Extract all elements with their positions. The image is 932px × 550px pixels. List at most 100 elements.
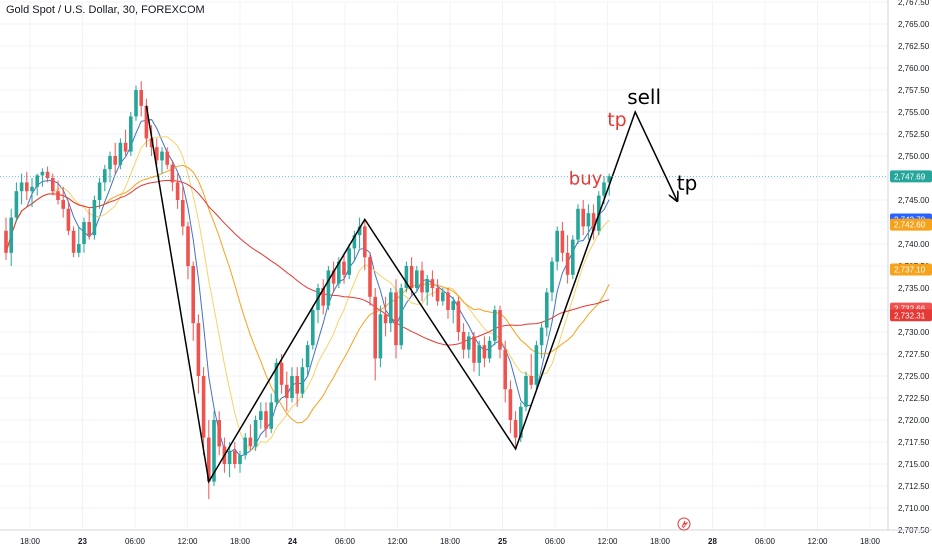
candle (446, 288, 450, 319)
candle-body (201, 376, 206, 438)
candle (373, 288, 377, 381)
candle (435, 279, 440, 306)
candle-body (19, 182, 24, 192)
candle-body (357, 226, 362, 236)
candle-body (77, 244, 81, 253)
candle-body (212, 420, 216, 482)
candle (160, 147, 164, 174)
annotation-tp[interactable]: tp (607, 109, 627, 131)
candle-body (139, 90, 143, 106)
zigzag-line[interactable] (145, 105, 676, 484)
candle (415, 266, 419, 293)
candle (155, 138, 159, 165)
candle-body (368, 257, 372, 297)
candle (123, 129, 128, 156)
candle (35, 173, 39, 196)
x-tick-label: 18:00 (860, 537, 881, 546)
price-badge-label: 2,742.60 (894, 221, 926, 230)
candle (503, 340, 507, 403)
candle (207, 420, 211, 500)
candle (238, 450, 242, 473)
candle-body (238, 455, 242, 464)
candle-body (394, 292, 398, 346)
candle-body (51, 178, 55, 192)
candle (430, 270, 435, 297)
candle (103, 164, 107, 192)
candle (170, 160, 175, 192)
ma-orange-line (5, 164, 610, 424)
y-tick-label: 2,762.50 (898, 42, 930, 51)
candle (591, 204, 596, 240)
candle (399, 283, 403, 350)
candle (581, 200, 585, 236)
candle (493, 305, 497, 346)
y-tick-label: 2,725.00 (898, 372, 930, 381)
candle-body (472, 336, 476, 363)
tradingview-logo-icon[interactable] (677, 517, 691, 531)
candle-body (352, 235, 357, 249)
candle (357, 217, 362, 249)
candle-body (30, 186, 34, 192)
price-badge-label: 2,732.66 (894, 305, 926, 314)
candle (524, 371, 528, 412)
candle-body (305, 345, 310, 368)
candle (529, 354, 533, 390)
candle-body (399, 288, 403, 346)
candle (87, 208, 91, 240)
candle-body (493, 310, 497, 341)
x-tick-label: 12:00 (177, 537, 198, 546)
candle-body (347, 248, 351, 275)
candle (326, 266, 331, 310)
candle (363, 219, 367, 271)
y-tick-label: 2,757.50 (898, 86, 930, 95)
x-tick-label: 23 (78, 537, 87, 546)
y-tick-label: 2,765.00 (898, 20, 930, 29)
annotation-sell[interactable]: sell (627, 85, 661, 109)
candle-body (155, 147, 159, 161)
y-tick-label: 2,720.00 (898, 416, 930, 425)
candle (331, 261, 336, 293)
price-badge-bg (890, 218, 932, 231)
candle (82, 217, 86, 253)
candle-body (149, 138, 154, 148)
candle (264, 402, 268, 438)
candle-body (565, 252, 570, 275)
candle (139, 81, 143, 117)
time-axis: 18:00 23 06:00 12:00 18:00 24 06:00 12:00 18:00 2… (0, 529, 932, 546)
candle-body (217, 420, 221, 447)
candle (383, 296, 388, 337)
candle (316, 283, 320, 324)
candle-body (160, 151, 164, 161)
candle (498, 305, 502, 359)
candle (368, 252, 372, 306)
candle-body (576, 208, 580, 240)
price-badge-label: 2,732.31 (894, 311, 926, 320)
candle-body (331, 270, 336, 284)
candles (4, 81, 611, 500)
candle (66, 201, 71, 236)
candle (347, 244, 351, 280)
candle-body (461, 332, 466, 350)
chart-title: Gold Spot / U.S. Dollar, 30, FOREXCOM (6, 4, 205, 16)
candle-body (61, 200, 65, 209)
candle (97, 178, 102, 209)
candle-body (581, 208, 585, 227)
candle-body (300, 367, 305, 394)
candle (305, 340, 310, 376)
candle (45, 166, 50, 183)
annotation-tp[interactable]: tp (677, 171, 698, 195)
candle (472, 332, 476, 372)
candle (61, 186, 65, 218)
x-tick-label: 06:00 (755, 537, 776, 546)
candle-body (591, 213, 596, 231)
y-tick-label: 2,727.50 (898, 350, 930, 359)
candle-body (134, 90, 138, 117)
candle-body (602, 182, 606, 196)
y-tick-label: 2,760.00 (898, 64, 930, 73)
annotation-buy[interactable]: buy (569, 168, 603, 189)
price-badge-label: 2,747.69 (894, 172, 926, 181)
candle-body (451, 301, 455, 310)
candle (586, 204, 591, 240)
